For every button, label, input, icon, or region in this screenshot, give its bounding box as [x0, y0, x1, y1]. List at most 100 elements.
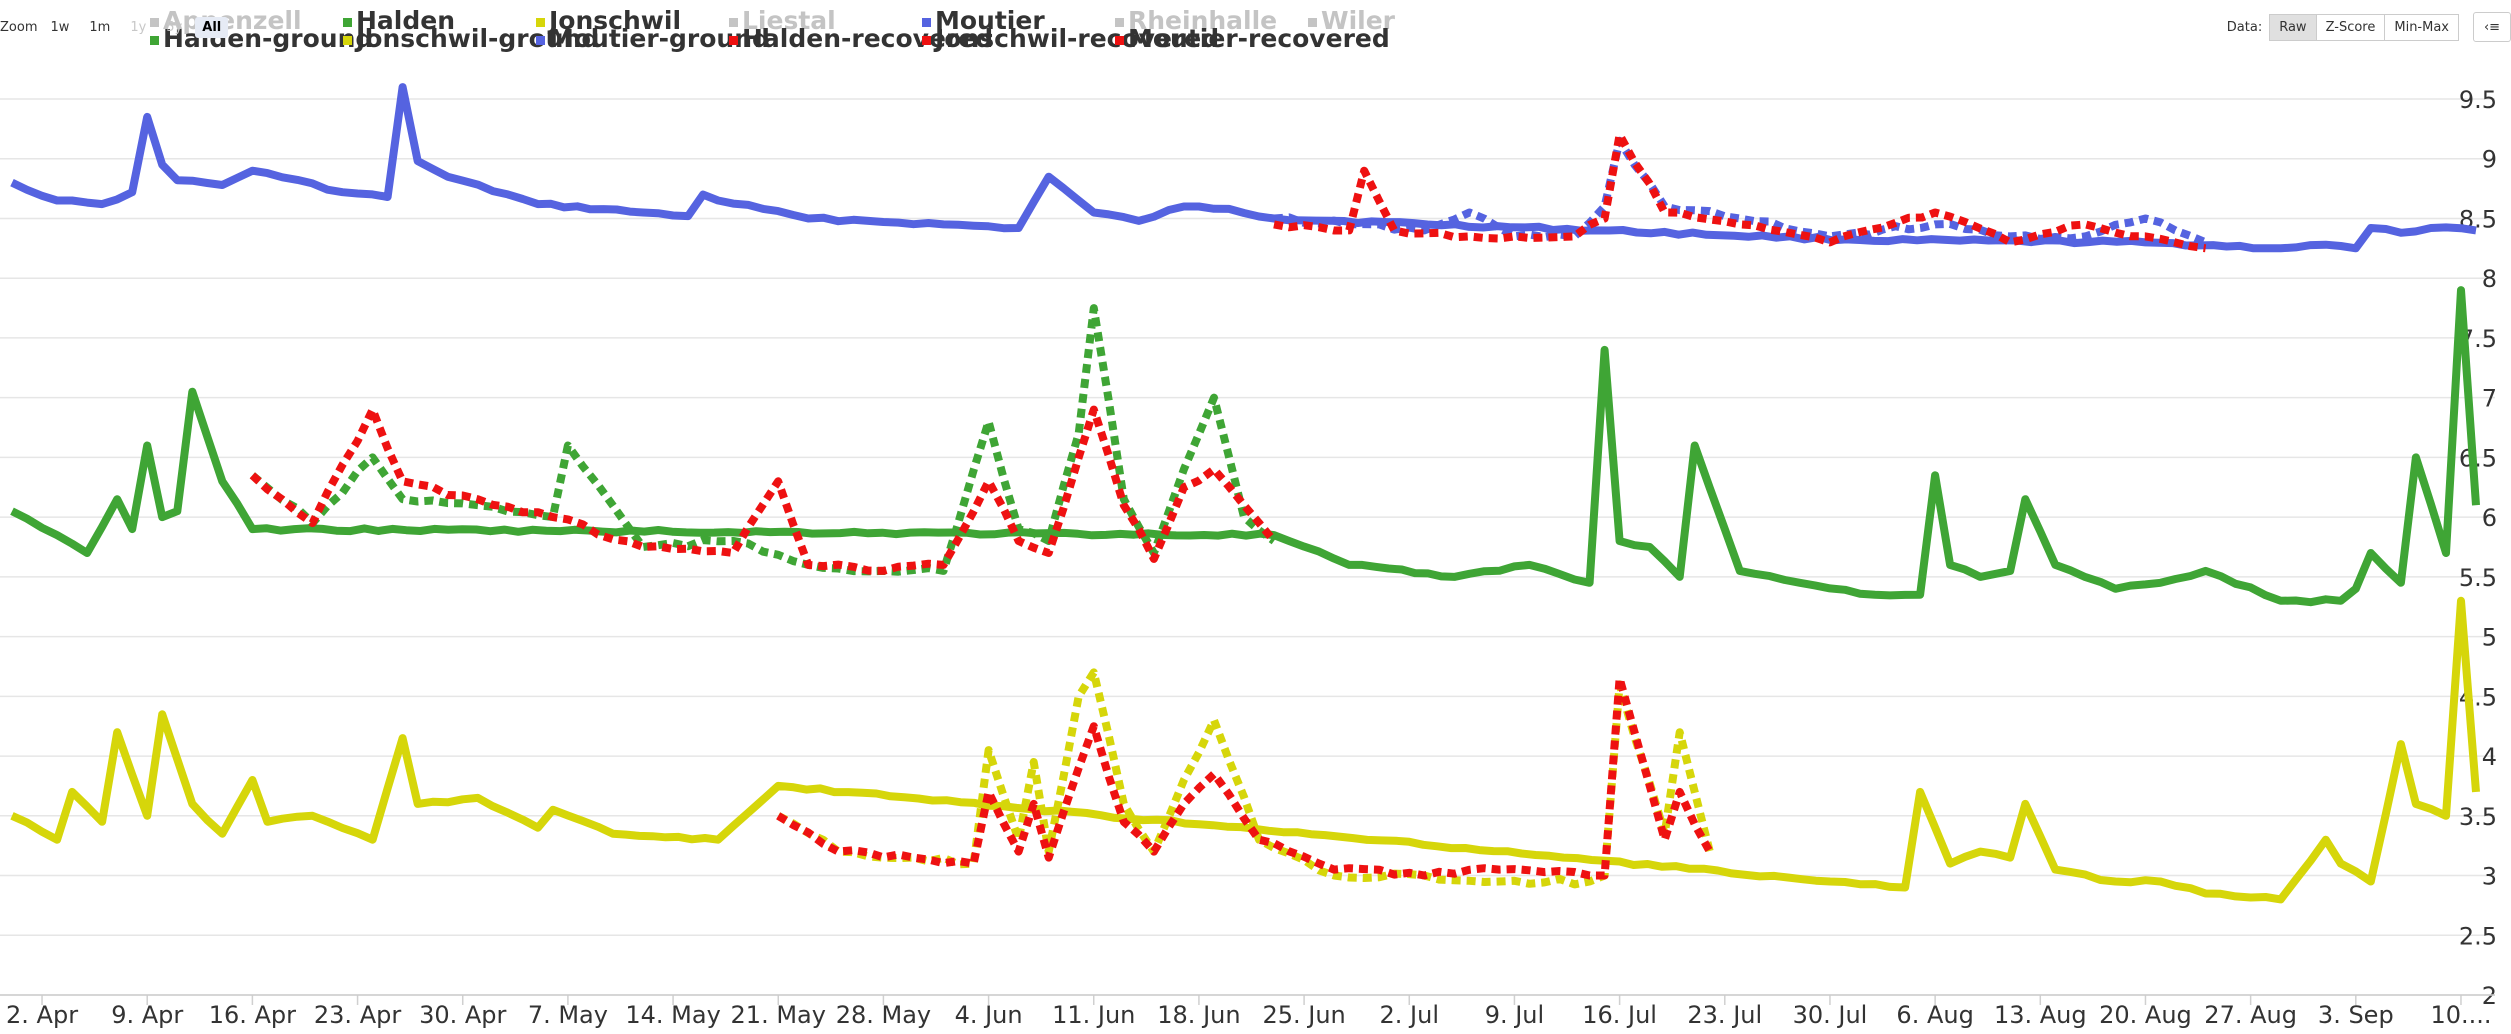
legend: Appenzell Halden Jonschwil Liestal Moutier Rh…	[150, 6, 1396, 53]
series-jonschwil-ground[interactable]	[776, 668, 1714, 889]
x-tick-label: 20. Aug	[2099, 1001, 2192, 1029]
x-tick-label: 23. Jul	[1687, 1001, 1762, 1029]
x-tick-label: 16. Jul	[1582, 1001, 1657, 1029]
x-tick-label: 7. May	[528, 1001, 608, 1029]
x-tick-label: 2. Apr	[6, 1001, 78, 1029]
x-tick-label: 18. Jun	[1157, 1001, 1240, 1029]
x-tick-label: 9. Apr	[111, 1001, 183, 1029]
legend-swatch	[150, 36, 159, 45]
y-tick-label: 9.5	[2459, 86, 2497, 114]
x-tick-label: 9. Jul	[1485, 1001, 1544, 1029]
y-tick-label: 4	[2482, 743, 2497, 771]
zoom-controls: Zoom 1w 1m 1y 5y All	[0, 14, 234, 40]
x-tick-label: 28. May	[836, 1001, 931, 1029]
x-tick-label: 21. May	[731, 1001, 826, 1029]
x-tick-label: 25. Jun	[1262, 1001, 1345, 1029]
zoom-all-button[interactable]: All	[195, 16, 229, 38]
y-tick-label: 6	[2482, 504, 2497, 532]
series-moutier-ground[interactable]	[1273, 136, 2208, 247]
legend-swatch	[1115, 18, 1124, 27]
legend-swatch	[536, 36, 545, 45]
legend-label: Moutier-recovered	[1128, 24, 1390, 53]
legend-item-liestal[interactable]: Liestal	[729, 6, 836, 35]
y-tick-label: 5.5	[2459, 564, 2497, 592]
x-tick-label: 6. Aug	[1896, 1001, 1973, 1029]
series-jonschwil-recovered[interactable]	[776, 674, 1714, 880]
legend-item-rheinhalle[interactable]: Rheinhalle	[1115, 6, 1277, 35]
legend-item-jonschwil[interactable]: Jonschwil	[536, 6, 681, 35]
x-tick-label: 23. Apr	[314, 1001, 401, 1029]
series-jonschwil[interactable]	[10, 596, 2480, 904]
legend-label: Wiler	[1321, 6, 1396, 35]
legend-swatch	[343, 36, 352, 45]
legend-swatch	[922, 18, 931, 27]
series-moutier[interactable]	[10, 83, 2477, 253]
legend-item-appenzell[interactable]: Appenzell	[150, 6, 302, 35]
x-tick-label: 16. Apr	[209, 1001, 296, 1029]
series-lines	[10, 83, 2480, 904]
x-axis: 2. Apr 9. Apr 16. Apr 23. Apr 30. Apr 7. May 1…	[0, 994, 2495, 1029]
legend-swatch	[343, 18, 352, 27]
zoom-label: Zoom	[0, 19, 38, 35]
x-tick-label: 27. Aug	[2204, 1001, 2297, 1029]
legend-item-jonschwil-recovered[interactable]: Jonschwil-recovered	[922, 24, 1219, 53]
legend-label: Liestal	[742, 6, 836, 35]
legend-label: Moutier	[935, 6, 1045, 35]
min-max-button[interactable]: Min-Max	[2384, 13, 2459, 41]
legend-swatch	[536, 18, 545, 27]
series-halden[interactable]	[10, 286, 2480, 607]
legend-item-jonschwil-ground[interactable]: Jonschwil-ground	[343, 24, 599, 53]
series-moutier-recovered[interactable]	[1273, 130, 2207, 253]
z-score-button[interactable]: Z-Score	[2315, 13, 2386, 41]
legend-swatch	[1308, 18, 1317, 27]
y-tick-label: 7	[2482, 385, 2497, 413]
y-tick-label: 2	[2482, 982, 2497, 1010]
legend-swatch	[150, 18, 159, 27]
y-tick-label: 5	[2482, 624, 2497, 652]
legend-label: Halden	[356, 6, 455, 35]
series-halden-ground[interactable]	[249, 304, 1277, 576]
legend-label: Appenzell	[163, 6, 302, 35]
legend-item-halden[interactable]: Halden	[343, 6, 455, 35]
x-tick-label: 3. Sep	[2318, 1001, 2394, 1029]
legend-label: Jonschwil-recovered	[933, 24, 1219, 53]
x-tick-label: 30. Jul	[1793, 1001, 1868, 1029]
raw-button[interactable]: Raw	[2269, 13, 2317, 41]
x-tick-label: 14. May	[625, 1001, 720, 1029]
y-tick-label: 3.5	[2459, 803, 2497, 831]
data-mode-label: Data:	[2226, 19, 2263, 35]
legend-swatch	[729, 18, 738, 27]
zoom-5y-button[interactable]: 5y	[166, 19, 183, 35]
zoom-1y-button[interactable]: 1y	[130, 19, 147, 35]
legend-swatch	[1115, 36, 1124, 45]
menu-icon: ‹≡	[2483, 19, 2501, 35]
y-tick-label: 6.5	[2459, 444, 2497, 472]
x-tick-label: 13. Aug	[1994, 1001, 2087, 1029]
x-tick-label: 11. Jun	[1052, 1001, 1135, 1029]
legend-swatch	[729, 36, 738, 45]
legend-item-moutier-recovered[interactable]: Moutier-recovered	[1115, 24, 1390, 53]
data-mode-controls: Data: Raw Z-Score Min-Max ‹≡	[2227, 12, 2511, 42]
menu-button[interactable]: ‹≡	[2473, 12, 2511, 42]
legend-label: Jonschwil	[547, 6, 681, 35]
y-tick-label: 8	[2482, 265, 2497, 293]
x-tick-label: 10....	[2430, 1001, 2491, 1029]
legend-label: Jonschwil-ground	[354, 24, 599, 53]
series-halden-recovered[interactable]	[249, 405, 1278, 575]
y-axis: 22.533.544.555.566.577.588.599.5	[2459, 86, 2497, 1010]
legend-label: Halden-recovered	[742, 24, 993, 53]
legend-item-moutier[interactable]: Moutier	[922, 6, 1045, 35]
zoom-1m-button[interactable]: 1m	[89, 19, 111, 35]
grid-lines	[0, 98, 2495, 996]
x-tick-label: 4. Jun	[955, 1001, 1023, 1029]
y-tick-label: 2.5	[2459, 922, 2497, 950]
y-tick-label: 9	[2482, 146, 2497, 174]
x-tick-label: 30. Apr	[419, 1001, 506, 1029]
y-tick-label: 3	[2482, 863, 2497, 891]
legend-swatch	[922, 36, 931, 45]
zoom-1w-button[interactable]: 1w	[50, 19, 70, 35]
legend-item-wiler[interactable]: Wiler	[1308, 6, 1396, 35]
legend-item-halden-recovered[interactable]: Halden-recovered	[729, 24, 993, 53]
legend-label: Rheinhalle	[1128, 6, 1277, 35]
